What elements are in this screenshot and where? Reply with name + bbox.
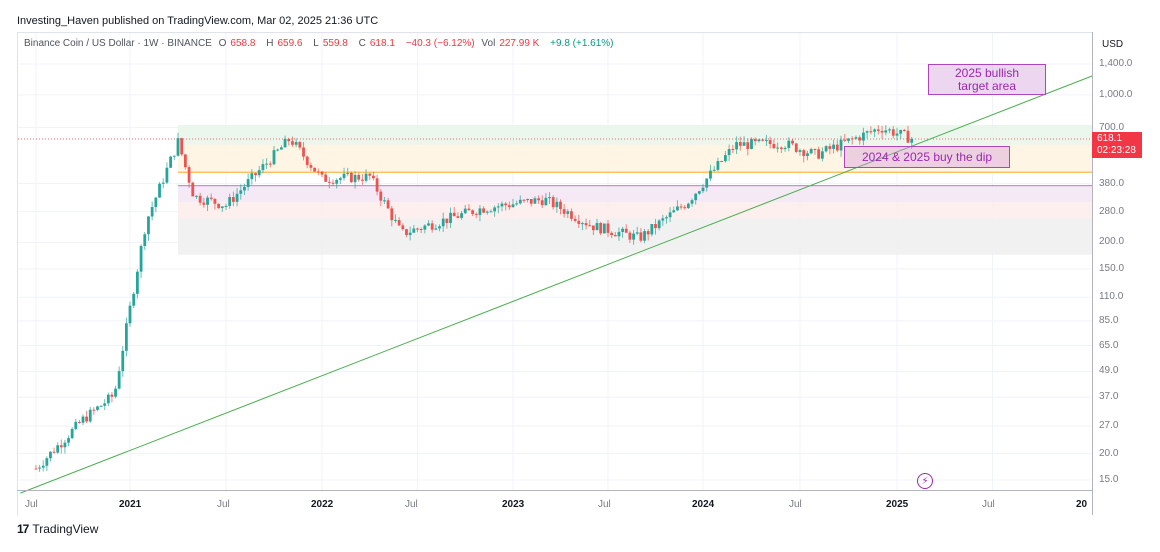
time-tick: Jul [789, 499, 802, 510]
price-tick: 85.0 [1099, 314, 1119, 326]
price-tick: 15.0 [1099, 474, 1119, 485]
price-tick: 280.0 [1099, 205, 1125, 217]
symbol-legend: Binance Coin / US Dollar · 1W · BINANCE … [24, 38, 618, 49]
time-tick: 2025 [886, 499, 909, 510]
price-tick: 37.0 [1099, 391, 1119, 403]
price-axis[interactable] [1092, 32, 1151, 515]
time-tick: Jul [405, 499, 418, 510]
time-tick: 2023 [502, 499, 525, 510]
time-tick: 2021 [119, 499, 142, 510]
ohlc-high: H 659.6 [266, 38, 303, 49]
last-price-label: 618.1 02:23:28 [1092, 132, 1142, 158]
ohlc-low: L 559.8 [313, 38, 348, 49]
price-tick: 1,400.0 [1099, 58, 1133, 69]
price-tick: 380.0 [1099, 177, 1125, 189]
symbol-title[interactable]: Binance Coin / US Dollar · 1W · BINANCE [24, 38, 212, 49]
price-tick: 65.0 [1099, 339, 1119, 351]
time-tick: 20 [1076, 499, 1088, 510]
price-tick: 27.0 [1099, 420, 1119, 432]
price-tick: 1,000.0 [1099, 88, 1133, 100]
volume: Vol 227.99 K [481, 38, 540, 49]
price-tick: 700.0 [1099, 121, 1125, 133]
time-tick: 2022 [311, 499, 334, 510]
price-tick: 49.0 [1099, 365, 1119, 377]
time-tick: Jul [25, 499, 38, 510]
lightning-event-icon[interactable]: ⚡ [917, 473, 933, 489]
currency-label[interactable]: USD [1098, 37, 1128, 52]
buy-the-dip-annotation[interactable]: 2024 & 2025 buy the dip [844, 146, 1010, 168]
chart-pane[interactable] [17, 32, 1093, 516]
ohlc-open: O 658.8 [218, 38, 256, 49]
price-tick: 110.0 [1099, 291, 1124, 303]
ohlc-close: C 618.1 [358, 38, 395, 49]
time-tick: 2024 [692, 499, 715, 510]
volume-change: +9.8 (+1.61%) [550, 38, 614, 49]
time-tick: Jul [982, 499, 995, 510]
tradingview-logo-icon: 17 [17, 522, 29, 536]
publisher-caption: Investing_Haven published on TradingView… [17, 15, 379, 27]
tradingview-brand[interactable]: 17 TradingView [17, 522, 99, 536]
time-tick: Jul [598, 499, 611, 510]
price-tick: 150.0 [1099, 262, 1125, 274]
ohlc-change: −40.3 (−6.12%) [405, 38, 475, 49]
price-tick: 20.0 [1099, 447, 1119, 459]
target-area-annotation[interactable]: 2025 bullish target area [928, 64, 1046, 95]
time-tick: Jul [217, 499, 230, 510]
price-tick: 200.0 [1099, 236, 1125, 248]
time-axis[interactable] [17, 490, 1092, 516]
